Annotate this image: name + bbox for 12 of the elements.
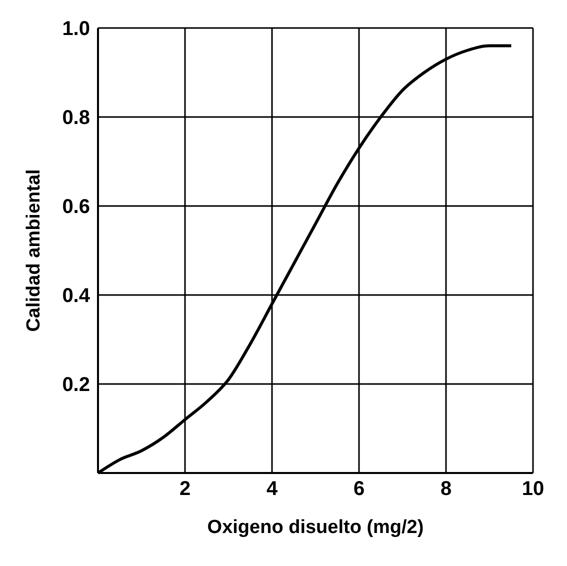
y-tick-label: 0.6 (62, 196, 90, 218)
y-axis-title: Calidad ambiental (24, 169, 45, 332)
x-tick-label: 10 (522, 478, 544, 500)
x-tick-label: 6 (353, 478, 365, 500)
x-tick-label: 4 (266, 478, 278, 500)
x-tick-label: 2 (179, 478, 191, 500)
y-tick-label: 0.2 (62, 374, 90, 396)
x-axis-title: Oxigeno disuelto (mg/2) (207, 517, 424, 538)
x-tick-label: 8 (440, 478, 452, 500)
y-tick-label: 0.8 (62, 107, 90, 130)
y-tick-label: 1.0 (62, 18, 90, 40)
y-tick-label: 0.4 (62, 285, 91, 308)
